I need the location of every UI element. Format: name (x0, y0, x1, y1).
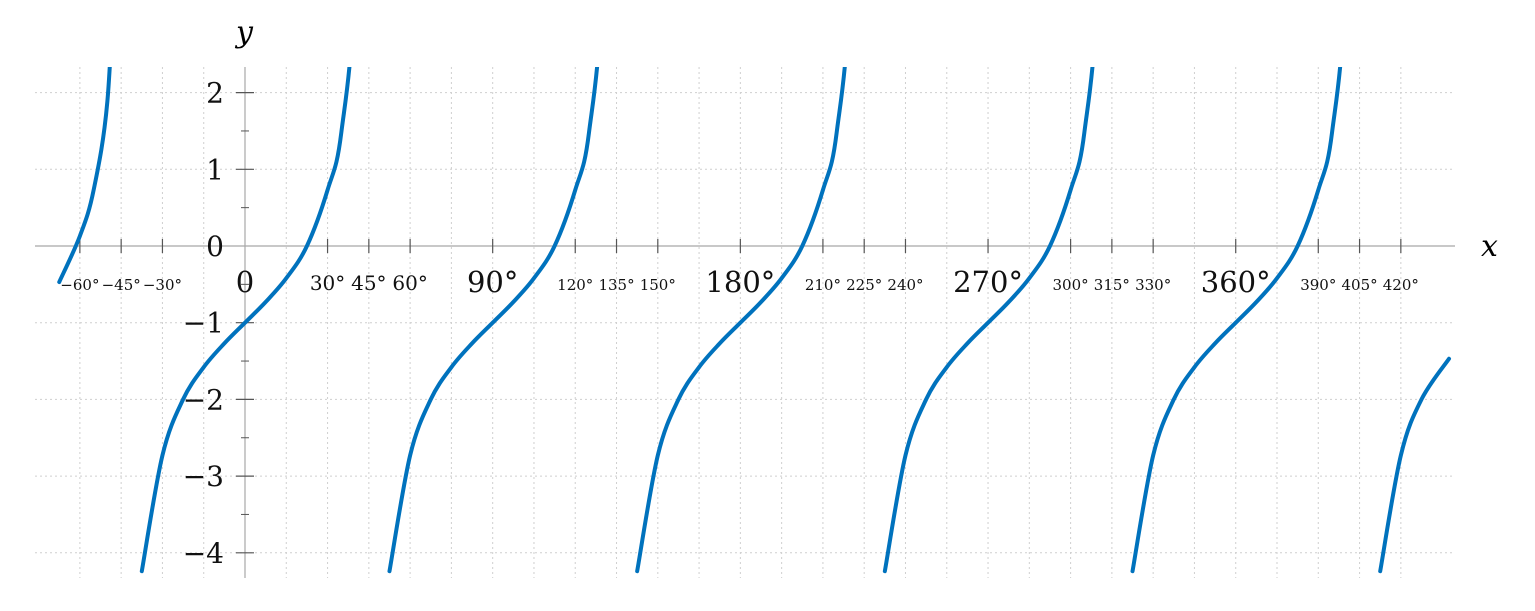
y-tick-label: −4 (183, 537, 224, 570)
y-axis-label: y (234, 15, 254, 50)
x-tick-label: 0 (236, 265, 254, 299)
x-tick-label: 90° (467, 265, 518, 299)
y-tick-label: 1 (206, 153, 224, 186)
x-tick-label: 240° (887, 276, 923, 294)
series-branch (1378, 356, 1451, 574)
y-tick-label: −1 (183, 307, 224, 340)
series-branch (882, 67, 1095, 574)
series-branch (139, 67, 352, 574)
x-tick-label: 120° (557, 276, 593, 294)
grid (35, 67, 1455, 578)
series-branch (635, 67, 847, 574)
x-tick-label: 225° (846, 276, 882, 294)
x-tick-label: 60° (392, 271, 427, 295)
x-tick-label: 135° (598, 276, 634, 294)
series-branch (57, 67, 112, 285)
x-tick-label: 180° (705, 265, 775, 299)
series-branch (387, 67, 600, 574)
x-tick-label: 390° (1300, 276, 1336, 294)
x-tick-label: 45° (351, 271, 386, 295)
x-tick-label: −30° (143, 276, 182, 294)
tick-labels: −60° −45° −30° 0 30° 45° 60° 90° 120° 135° 150° 180… (60, 77, 1419, 570)
x-tick-label: 405° (1341, 276, 1377, 294)
x-tick-label: 300° (1053, 276, 1089, 294)
x-tick-label: 360° (1201, 265, 1271, 299)
x-tick-label: 420° (1383, 276, 1419, 294)
y-tick-label: 2 (206, 77, 224, 110)
x-axis-label: x (1481, 229, 1498, 264)
series-branch (1130, 67, 1343, 574)
y-tick-label: −3 (183, 460, 224, 493)
x-tick-label: 210° (805, 276, 841, 294)
y-tick-label: −2 (183, 383, 224, 416)
x-tick-label: 30° (310, 271, 345, 295)
x-tick-label: −60° (60, 276, 99, 294)
x-tick-label: 315° (1094, 276, 1130, 294)
x-tick-label: 270° (953, 265, 1023, 299)
x-tick-label: −45° (102, 276, 141, 294)
y-tick-label: 0 (206, 230, 224, 263)
x-tick-label: 330° (1135, 276, 1171, 294)
series (57, 67, 1451, 574)
ticks (79, 91, 1402, 554)
x-tick-label: 150° (640, 276, 676, 294)
